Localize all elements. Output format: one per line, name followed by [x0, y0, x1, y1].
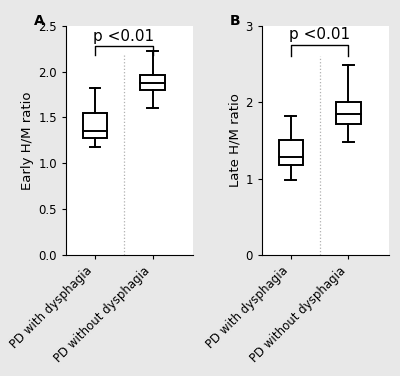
Bar	[336, 102, 360, 124]
Y-axis label: Late H/M ratio: Late H/M ratio	[228, 94, 241, 187]
Bar	[83, 113, 107, 138]
Bar	[278, 140, 303, 165]
Bar	[140, 75, 165, 90]
Y-axis label: Early H/M ratio: Early H/M ratio	[21, 91, 34, 190]
Text: p <0.01: p <0.01	[289, 27, 350, 42]
Text: B: B	[230, 14, 241, 28]
Text: A: A	[34, 14, 45, 28]
Text: p <0.01: p <0.01	[93, 29, 154, 44]
